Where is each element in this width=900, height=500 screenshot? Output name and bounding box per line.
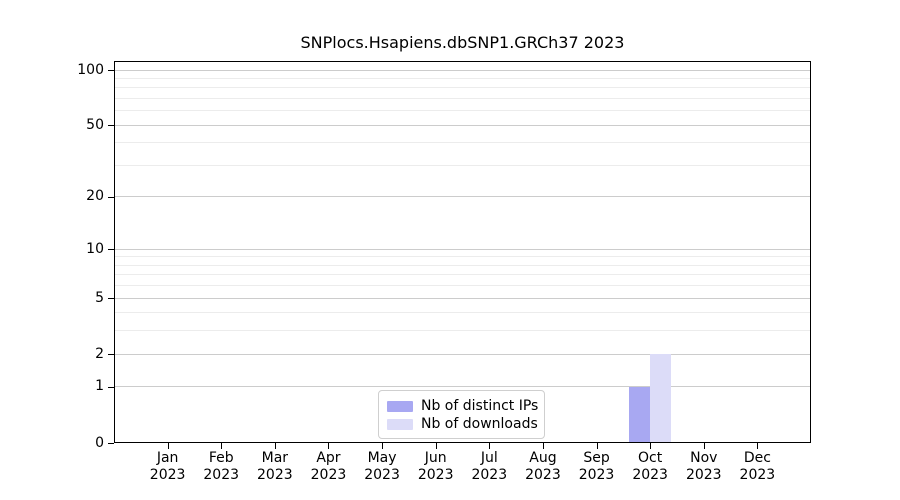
gridline-major	[114, 297, 811, 299]
x-axis-tick	[650, 443, 652, 449]
legend-label-downloads: Nb of downloads	[421, 416, 538, 432]
gridline-major	[114, 196, 811, 198]
y-axis-tick-label: 10	[86, 240, 104, 257]
bar-downloads	[650, 354, 672, 442]
x-axis-tick	[328, 443, 330, 449]
gridline-minor	[114, 142, 811, 144]
gridline-minor	[114, 312, 811, 314]
x-axis-tick-label: Nov 2023	[685, 450, 722, 483]
x-axis-tick	[542, 443, 544, 449]
gridline-major	[114, 248, 811, 250]
x-axis-tick	[489, 443, 491, 449]
x-axis-tick-label: Sep 2023	[578, 450, 615, 483]
x-axis-tick-label: Jan 2023	[149, 450, 186, 483]
x-axis-tick-label: Apr 2023	[310, 450, 347, 483]
x-axis-tick	[435, 443, 437, 449]
y-axis-tick-label: 0	[95, 434, 104, 451]
gridline-minor	[114, 87, 811, 89]
y-axis-tick	[108, 443, 114, 444]
y-axis-tick	[108, 70, 114, 72]
x-axis-tick	[703, 443, 705, 449]
y-axis-tick	[108, 249, 114, 251]
x-axis-tick	[274, 443, 276, 449]
y-axis-tick	[108, 298, 114, 300]
x-axis-tick	[757, 443, 759, 449]
legend: Nb of distinct IPs Nb of downloads	[378, 390, 545, 439]
x-axis-tick	[167, 443, 169, 449]
y-axis-tick	[108, 125, 114, 127]
bar-distinct-ips	[629, 386, 651, 442]
chart-title: SNPlocs.Hsapiens.dbSNP1.GRCh37 2023	[300, 33, 625, 52]
legend-swatch-distinct-ips-icon	[387, 400, 413, 412]
y-axis-tick-label: 50	[86, 116, 104, 133]
y-axis-tick	[108, 354, 114, 356]
legend-item-distinct-ips: Nb of distinct IPs	[387, 397, 539, 415]
x-axis-tick-label: Mar 2023	[257, 450, 293, 483]
gridline-minor	[114, 77, 811, 79]
gridline-major	[114, 353, 811, 355]
y-axis-tick-label: 5	[95, 289, 104, 306]
x-axis-tick-label: Jul 2023	[471, 450, 508, 483]
gridline-minor	[114, 264, 811, 266]
gridline-minor	[114, 165, 811, 166]
y-axis-tick-label: 20	[86, 188, 104, 205]
y-axis-tick	[108, 196, 114, 198]
y-axis-tick	[108, 386, 114, 388]
gridline-minor	[114, 274, 811, 276]
x-axis-tick-label: Oct 2023	[632, 450, 668, 483]
gridline-minor	[114, 110, 811, 112]
gridline-major	[114, 69, 811, 71]
legend-item-downloads: Nb of downloads	[387, 415, 538, 433]
x-axis-tick	[382, 443, 384, 449]
legend-swatch-downloads-icon	[387, 418, 413, 430]
y-axis-tick-label: 2	[95, 345, 104, 362]
legend-label-distinct-ips: Nb of distinct IPs	[421, 398, 539, 414]
plot-area	[114, 61, 811, 443]
x-axis-tick-label: Jun 2023	[417, 450, 454, 483]
gridline-major	[114, 124, 811, 126]
gridline-minor	[114, 330, 811, 332]
x-axis-tick-label: Aug 2023	[525, 450, 561, 483]
gridline-minor	[114, 98, 811, 100]
x-axis-tick	[596, 443, 598, 449]
x-axis-tick-label: Feb 2023	[203, 450, 240, 483]
x-axis-tick	[221, 443, 223, 449]
gridline-minor	[114, 256, 811, 258]
y-axis-tick-label: 100	[77, 61, 104, 78]
x-axis-tick-label: May 2023	[364, 450, 400, 483]
gridline-minor	[114, 285, 811, 287]
x-axis-tick-label: Dec 2023	[739, 450, 776, 483]
y-axis-tick-label: 1	[95, 378, 104, 395]
gridline-major	[114, 386, 811, 388]
